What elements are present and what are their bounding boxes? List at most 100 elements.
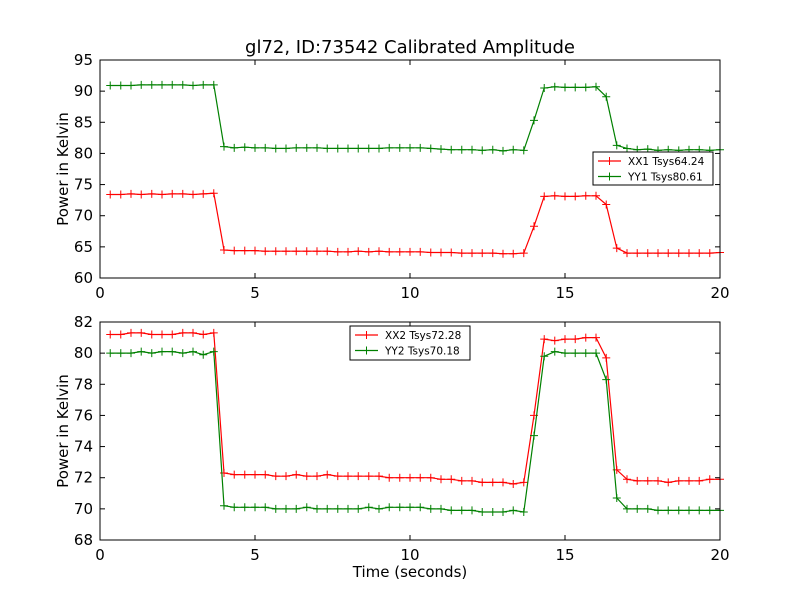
- data-point: [499, 507, 507, 516]
- data-point: [158, 190, 166, 199]
- data-point: [323, 144, 332, 153]
- data-point: [530, 116, 538, 125]
- data-point: [592, 349, 600, 358]
- data-point: [416, 143, 425, 152]
- data-point: [416, 473, 425, 482]
- data-point: [354, 472, 363, 481]
- y-tick-label: 80: [74, 344, 93, 362]
- y-tick-label: 65: [74, 238, 93, 256]
- data-point: [168, 189, 177, 198]
- data-point: [519, 478, 528, 487]
- data-point: [426, 504, 435, 513]
- y-tick-label: 70: [74, 207, 93, 225]
- data-point: [230, 246, 239, 255]
- data-point: [220, 245, 228, 254]
- data-point: [230, 143, 239, 152]
- data-point: [230, 470, 239, 479]
- data-point: [282, 144, 290, 153]
- data-point: [137, 347, 146, 356]
- data-point: [437, 475, 445, 484]
- data-point: [550, 82, 559, 91]
- data-point: [550, 191, 559, 200]
- x-axis-label: Time (seconds): [352, 563, 468, 581]
- data-point: [292, 504, 301, 513]
- data-point: [395, 503, 404, 512]
- series-line: [110, 350, 720, 513]
- data-point: [416, 503, 425, 512]
- data-point: [437, 248, 445, 257]
- data-point: [199, 189, 208, 198]
- data-point: [302, 143, 311, 152]
- data-point: [261, 470, 270, 479]
- y-tick-label: 90: [74, 82, 93, 100]
- legend-label: XX1 Tsys64.24: [628, 156, 705, 168]
- data-point: [457, 249, 466, 258]
- data-point: [509, 145, 518, 154]
- data-point: [654, 506, 662, 515]
- data-point: [457, 506, 466, 515]
- data-point: [364, 472, 373, 481]
- legend-marker: [362, 331, 371, 339]
- x-tick-label: 20: [710, 284, 729, 302]
- data-point: [530, 431, 538, 440]
- data-point: [323, 247, 332, 256]
- data-point: [674, 476, 683, 485]
- data-point: [602, 200, 611, 209]
- data-point: [333, 247, 342, 256]
- data-point: [643, 249, 652, 258]
- y-tick-label: 72: [74, 469, 93, 487]
- data-point: [385, 503, 394, 512]
- data-point: [426, 144, 435, 153]
- data-point: [199, 80, 208, 89]
- data-point: [240, 470, 249, 479]
- y-tick-label: 76: [74, 406, 93, 424]
- data-point: [633, 249, 642, 258]
- data-point: [623, 475, 631, 484]
- data-point: [385, 473, 394, 482]
- legend-marker: [605, 157, 614, 165]
- data-point: [509, 506, 518, 515]
- data-point: [323, 470, 332, 479]
- data-point: [664, 249, 673, 258]
- data-point: [488, 145, 497, 154]
- data-point: [499, 249, 507, 258]
- data-point: [333, 472, 342, 481]
- data-point: [209, 328, 218, 337]
- data-point: [344, 504, 352, 513]
- data-point: [147, 349, 156, 358]
- data-point: [416, 247, 425, 256]
- data-point: [220, 142, 228, 151]
- data-point: [251, 143, 259, 152]
- data-point: [313, 472, 321, 481]
- data-point: [447, 145, 456, 154]
- data-point: [189, 328, 197, 337]
- data-point: [344, 247, 352, 256]
- data-point: [499, 478, 507, 487]
- data-point: [116, 81, 125, 90]
- data-point: [478, 249, 487, 258]
- data-point: [199, 330, 208, 339]
- data-point: [550, 336, 559, 345]
- data-point: [127, 328, 135, 337]
- data-point: [468, 249, 476, 258]
- data-point: [147, 330, 156, 339]
- data-point: [344, 472, 352, 481]
- data-point: [447, 248, 456, 257]
- data-point: [406, 247, 414, 256]
- data-point: [189, 347, 197, 356]
- data-point: [623, 144, 631, 153]
- data-point: [488, 478, 497, 487]
- legend-marker: [362, 346, 371, 355]
- data-point: [375, 144, 383, 153]
- data-point: [437, 145, 445, 154]
- data-point: [581, 83, 590, 92]
- lower-plot-panel: 0 5 10 15 20 68 70 72 74 76 78 80 82 Power in Kelvin T…: [54, 313, 730, 581]
- data-point: [685, 249, 693, 258]
- data-point: [509, 249, 518, 258]
- data-point: [571, 335, 580, 344]
- data-point: [674, 506, 683, 515]
- legend-label: YY2 Tsys70.18: [384, 346, 460, 358]
- data-point: [705, 475, 714, 484]
- data-point: [354, 144, 363, 153]
- data-point: [220, 501, 228, 510]
